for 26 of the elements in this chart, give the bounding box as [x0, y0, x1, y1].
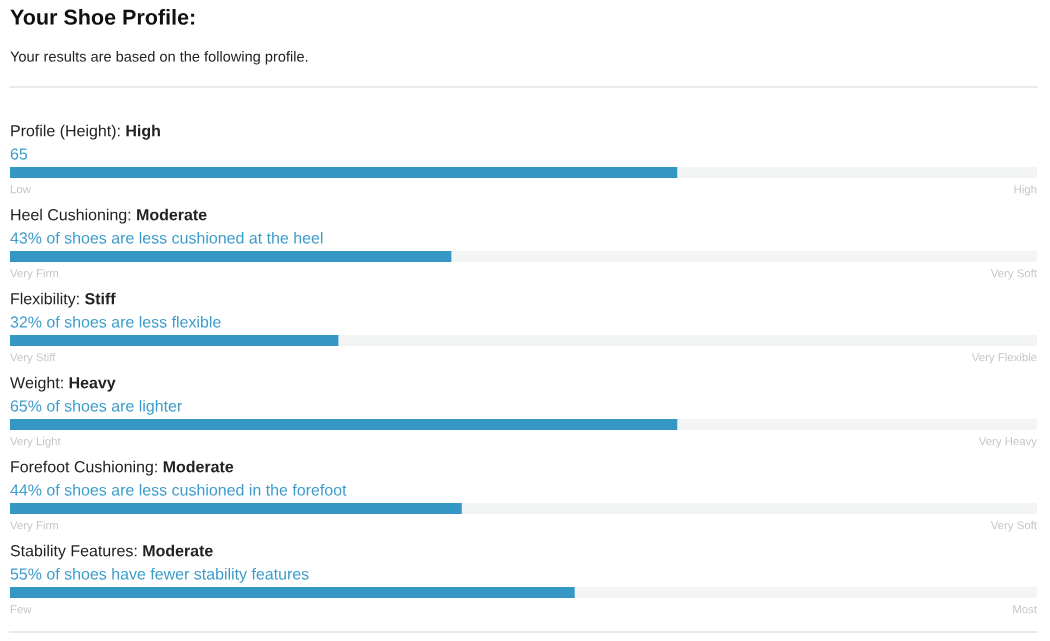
- data-label: 32% of shoes are less flexible: [10, 315, 221, 328]
- data-label: 65: [10, 148, 28, 160]
- y-tick-label: Stability Features: Moderate: [10, 544, 213, 560]
- annotation: Very Firm: [10, 268, 58, 280]
- text: Most: [1013, 605, 1037, 614]
- annotation: High: [1014, 184, 1037, 196]
- annotation: Very Stiff: [10, 352, 56, 364]
- annotation: Very Firm: [10, 520, 58, 532]
- y-tick-label: Heel Cushioning: Moderate: [11, 208, 207, 224]
- y-tick-label: Profile (Height): High: [11, 124, 160, 140]
- y-tick-label: Weight: Heavy: [10, 376, 116, 392]
- annotation: Low: [10, 185, 31, 194]
- y-tick-label: Flexibility: Stiff: [11, 292, 116, 308]
- chart-title: Your Shoe Profile:: [10, 9, 195, 25]
- annotation: Very Heavy: [978, 437, 1037, 448]
- y-tick-label: Forefoot Cushioning: Moderate: [11, 460, 234, 476]
- annotation: Very Soft: [990, 520, 1037, 532]
- text: Few: [10, 605, 32, 614]
- annotation: Very Flexible: [971, 352, 1037, 364]
- data-label: 43% of shoes are less cushioned at the heel: [10, 231, 323, 244]
- annotation: Very Soft: [990, 268, 1037, 280]
- data-label: 65% of shoes are lighter: [10, 399, 182, 415]
- data-label: 55% of shoes have fewer stability features: [10, 567, 309, 583]
- annotation: Very Light: [10, 436, 61, 448]
- data-label: 44% of shoes are less cushioned in the forefoot: [10, 483, 347, 496]
- chart-subtitle: Your results are based on the following profile.: [10, 51, 308, 65]
